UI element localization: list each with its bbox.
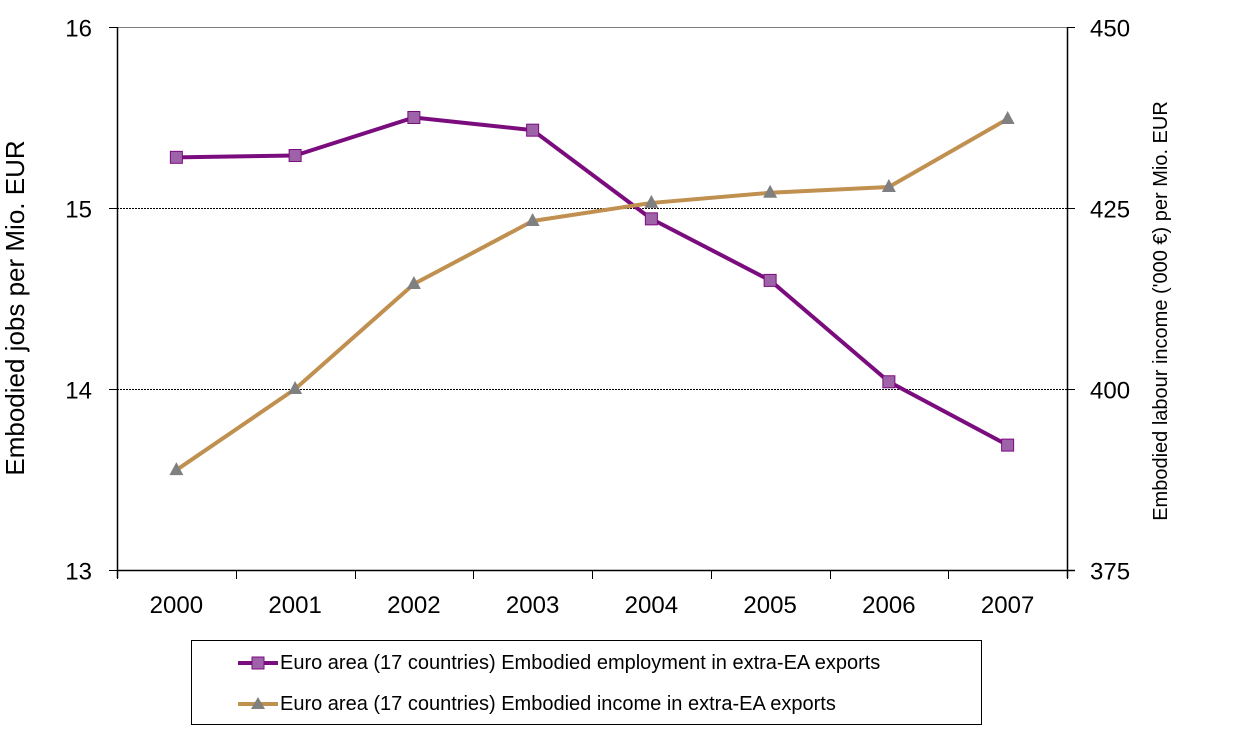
data-point-square bbox=[763, 273, 777, 287]
data-point-triangle bbox=[1000, 110, 1015, 124]
gridlines bbox=[117, 27, 1067, 390]
axes bbox=[109, 27, 1075, 579]
data-point-square bbox=[1001, 438, 1015, 452]
legend-item-income: Euro area (17 countries) Embodied income… bbox=[238, 689, 836, 719]
data-point-square bbox=[169, 150, 183, 164]
legend: Euro area (17 countries) Embodied employ… bbox=[191, 640, 982, 725]
y-tick-label-left: 16 bbox=[65, 16, 92, 43]
legend-swatch-triangle-icon bbox=[238, 697, 278, 709]
x-tick-label: 2003 bbox=[506, 592, 559, 619]
data-point-triangle bbox=[644, 194, 659, 208]
y-tick-label-right: 450 bbox=[1090, 16, 1130, 43]
x-tick-label: 2005 bbox=[743, 592, 796, 619]
y-tick-label-left: 15 bbox=[65, 197, 92, 224]
tick-labels: 13 14 15 16 375 400 425 450 2000 2001 2002 2003 2004… bbox=[65, 16, 1130, 620]
y-tick-label-left: 14 bbox=[65, 378, 92, 405]
y-axis-title-right: Embodied labour income ('000 €) per Mio.… bbox=[1150, 101, 1172, 521]
data-point-square bbox=[526, 123, 540, 137]
data-point-triangle bbox=[406, 276, 421, 290]
data-point-square bbox=[407, 111, 421, 124]
y-tick-label-left: 13 bbox=[65, 559, 92, 586]
series-line bbox=[175, 117, 1009, 472]
y-tick-label-right: 425 bbox=[1090, 197, 1130, 224]
data-point-square bbox=[288, 149, 302, 163]
legend-item-employment: Euro area (17 countries) Embodied employ… bbox=[238, 648, 880, 678]
data-point-triangle bbox=[525, 213, 540, 227]
y-tick-label-right: 400 bbox=[1090, 378, 1130, 405]
data-point-triangle bbox=[169, 462, 184, 476]
x-tick-label: 2002 bbox=[387, 592, 440, 619]
legend-swatch-square-icon bbox=[238, 656, 278, 670]
data-point-triangle bbox=[763, 184, 778, 198]
x-tick-label: 2000 bbox=[150, 592, 203, 619]
series-employment bbox=[169, 111, 1015, 452]
data-point-triangle bbox=[881, 179, 896, 193]
legend-label-income: Euro area (17 countries) Embodied income… bbox=[280, 692, 836, 715]
data-point-square bbox=[882, 375, 896, 389]
series-layer bbox=[169, 110, 1015, 476]
y-tick-label-right: 375 bbox=[1090, 559, 1130, 586]
series-income bbox=[169, 110, 1015, 476]
legend-label-employment: Euro area (17 countries) Embodied employ… bbox=[280, 651, 881, 674]
x-tick-label: 2001 bbox=[268, 592, 321, 619]
y-axis-title-left: Embodied jobs per Mio. EUR bbox=[0, 140, 30, 475]
x-tick-label: 2007 bbox=[981, 592, 1034, 619]
series-line bbox=[176, 115, 1009, 447]
data-point-triangle bbox=[288, 381, 303, 394]
x-tick-label: 2004 bbox=[625, 592, 678, 619]
x-tick-label: 2006 bbox=[862, 592, 915, 619]
data-point-square bbox=[644, 212, 658, 226]
